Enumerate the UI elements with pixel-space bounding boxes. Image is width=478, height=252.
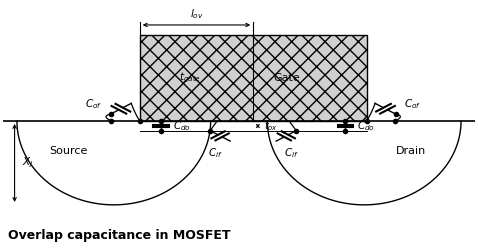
Text: Source: Source: [50, 146, 88, 156]
Text: Overlap capacitance in MOSFET: Overlap capacitance in MOSFET: [8, 229, 230, 242]
Text: $C_{do}$: $C_{do}$: [173, 119, 191, 133]
Text: $t_{gate}$: $t_{gate}$: [179, 71, 201, 85]
Text: $l_{ov}$: $l_{ov}$: [190, 8, 203, 21]
Text: Gate: Gate: [274, 73, 301, 83]
Text: $C_{if}$: $C_{if}$: [283, 146, 298, 160]
Text: $t_{ox}$: $t_{ox}$: [263, 119, 278, 133]
Text: $C_{of}$: $C_{of}$: [85, 97, 102, 111]
Text: $C_{do}$: $C_{do}$: [357, 119, 375, 133]
Text: Drain: Drain: [396, 146, 426, 156]
Bar: [140, 35, 367, 121]
Text: $C_{of}$: $C_{of}$: [404, 97, 422, 111]
Text: $X_j$: $X_j$: [22, 156, 33, 170]
Text: $C_{if}$: $C_{if}$: [208, 146, 223, 160]
